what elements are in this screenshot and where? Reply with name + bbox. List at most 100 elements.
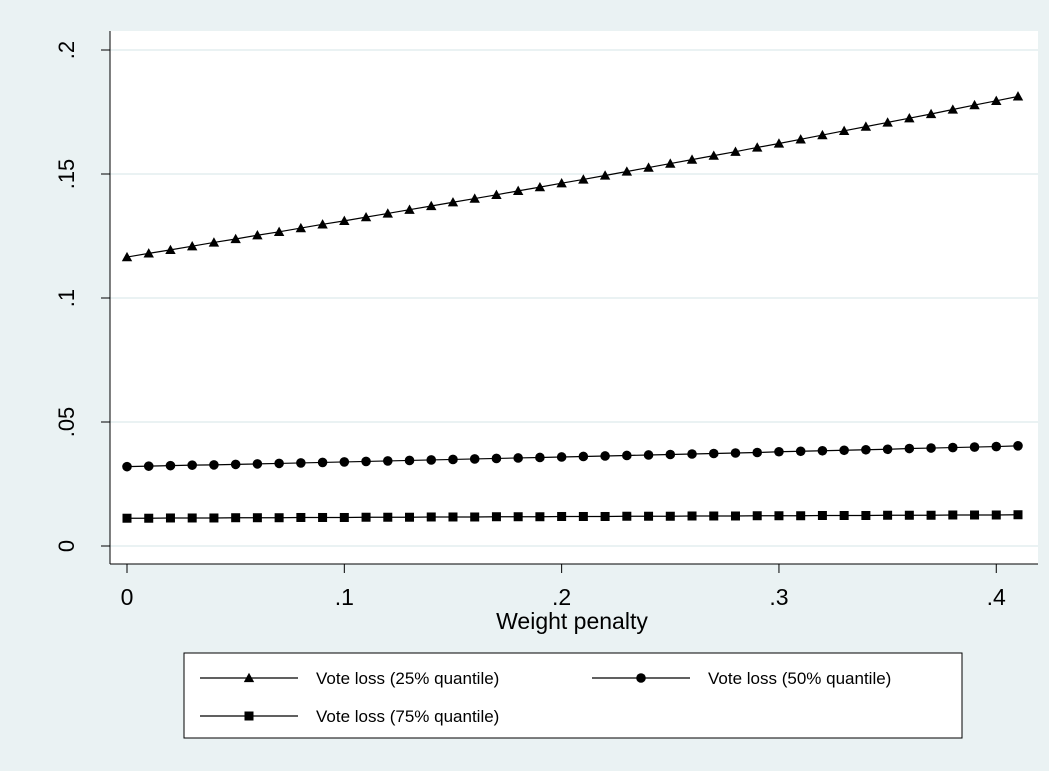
series-1-point-41 — [1013, 441, 1023, 451]
series-0-point-33 — [838, 125, 850, 136]
series-2-point-36 — [904, 510, 914, 520]
series-2-point-9 — [318, 512, 328, 522]
series-0-point-29 — [752, 142, 763, 152]
series-1-point-3 — [187, 460, 197, 470]
series-2-point-26 — [687, 511, 697, 521]
series-2-point-10 — [339, 512, 349, 522]
series-2-point-18 — [513, 512, 523, 522]
series-1-point-32 — [817, 445, 828, 456]
series-1-point-21 — [578, 451, 589, 462]
series-2-point-32 — [817, 510, 827, 520]
series-0-point-32 — [817, 129, 828, 140]
series-0-point-31 — [795, 134, 806, 144]
series-2-point-38 — [948, 510, 958, 520]
series-2-point-35 — [883, 510, 893, 520]
series-2-point-8 — [296, 512, 306, 522]
x-tick-label-0: 0 — [121, 584, 134, 610]
series-2-point-27 — [709, 511, 719, 521]
series-2-point-31 — [796, 511, 806, 521]
y-tick-label-1: .05 — [54, 407, 79, 438]
series-0-point-9 — [317, 219, 328, 229]
x-tick-label-4: .4 — [987, 584, 1006, 610]
series-0-point-28 — [730, 146, 741, 156]
series-0-point-19 — [534, 181, 546, 192]
x-axis-title: Weight penalty — [496, 608, 648, 634]
grid-lines — [110, 49, 1038, 547]
legend-marker-2 — [244, 711, 254, 721]
series-0-point-34 — [860, 121, 872, 131]
series-2-point-24 — [644, 511, 654, 521]
series-1-point-1 — [143, 461, 154, 471]
series-2-point-4 — [209, 513, 219, 523]
series-1-point-5 — [230, 459, 241, 470]
series-2-point-34 — [861, 510, 871, 520]
series-2-point-28 — [730, 511, 740, 521]
y-tick-label-2: .1 — [54, 289, 79, 307]
legend-label-2: Vote loss (75% quantile) — [316, 707, 499, 726]
series-0-point-12 — [382, 208, 393, 218]
series-0-point-24 — [643, 162, 654, 172]
series-1-point-25 — [665, 449, 676, 460]
x-tick-label-1: .1 — [335, 584, 354, 610]
series-0-point-20 — [556, 177, 567, 188]
series-1-point-24 — [643, 450, 654, 460]
series-2-point-2 — [165, 513, 175, 523]
series-0-point-41 — [1012, 91, 1024, 101]
series-1-point-39 — [969, 442, 980, 452]
legend-marker-0 — [243, 672, 255, 683]
series-2-point-16 — [470, 512, 480, 522]
series-1-point-12 — [382, 456, 393, 466]
series-0-point-40 — [991, 95, 1002, 105]
series-0-point-6 — [252, 230, 263, 240]
series-0-point-23 — [621, 166, 633, 176]
series-1-point-30 — [774, 446, 784, 457]
series-2-point-33 — [839, 510, 849, 520]
series-1-point-8 — [296, 458, 306, 468]
y-tick-label-0: 0 — [54, 540, 79, 552]
series-1-point-15 — [448, 454, 458, 465]
series-2-point-12 — [383, 512, 393, 522]
series-2-point-19 — [535, 512, 545, 522]
series-0-point-15 — [447, 197, 459, 207]
series-2-point-22 — [600, 511, 610, 521]
series-1-point-14 — [426, 455, 437, 465]
series-2-point-23 — [622, 511, 632, 521]
series-1-point-7 — [274, 458, 284, 469]
series-0-point-17 — [491, 189, 502, 199]
series — [121, 91, 1024, 523]
series-2-point-20 — [557, 511, 567, 521]
series-1-point-31 — [795, 446, 806, 457]
series-1-point-26 — [687, 449, 697, 459]
series-1-point-28 — [730, 448, 741, 458]
series-0-point-18 — [512, 185, 524, 196]
x-tick-label-2: .2 — [552, 584, 571, 610]
series-0-point-0 — [121, 251, 133, 262]
series-2-point-0 — [122, 513, 132, 523]
series-1-point-33 — [839, 445, 849, 456]
series-0-point-35 — [882, 117, 893, 127]
series-0-point-13 — [404, 204, 415, 214]
series-0-point-21 — [578, 174, 589, 184]
series-1-point-29 — [752, 447, 763, 458]
series-1-point-13 — [404, 455, 415, 466]
series-0-point-38 — [947, 104, 959, 114]
series-0-point-11 — [360, 211, 372, 222]
series-0-point-16 — [469, 193, 480, 203]
series-0-point-8 — [295, 222, 307, 233]
legend-box — [183, 652, 963, 739]
series-1-point-27 — [708, 448, 719, 459]
series-line-0 — [126, 95, 1019, 258]
series-1-point-11 — [361, 456, 371, 467]
legend: Vote loss (25% quantile) Vote loss (50% q… — [183, 652, 963, 739]
series-2-point-29 — [752, 511, 762, 521]
series-1-point-19 — [535, 452, 545, 463]
series-1-point-17 — [491, 453, 502, 464]
series-1-point-20 — [556, 452, 567, 462]
series-2-point-11 — [361, 512, 371, 522]
series-1-point-10 — [339, 457, 350, 467]
series-2-point-3 — [187, 513, 197, 523]
series-1-point-34 — [861, 444, 871, 455]
series-0-point-5 — [230, 233, 241, 244]
series-0-point-36 — [904, 113, 915, 123]
